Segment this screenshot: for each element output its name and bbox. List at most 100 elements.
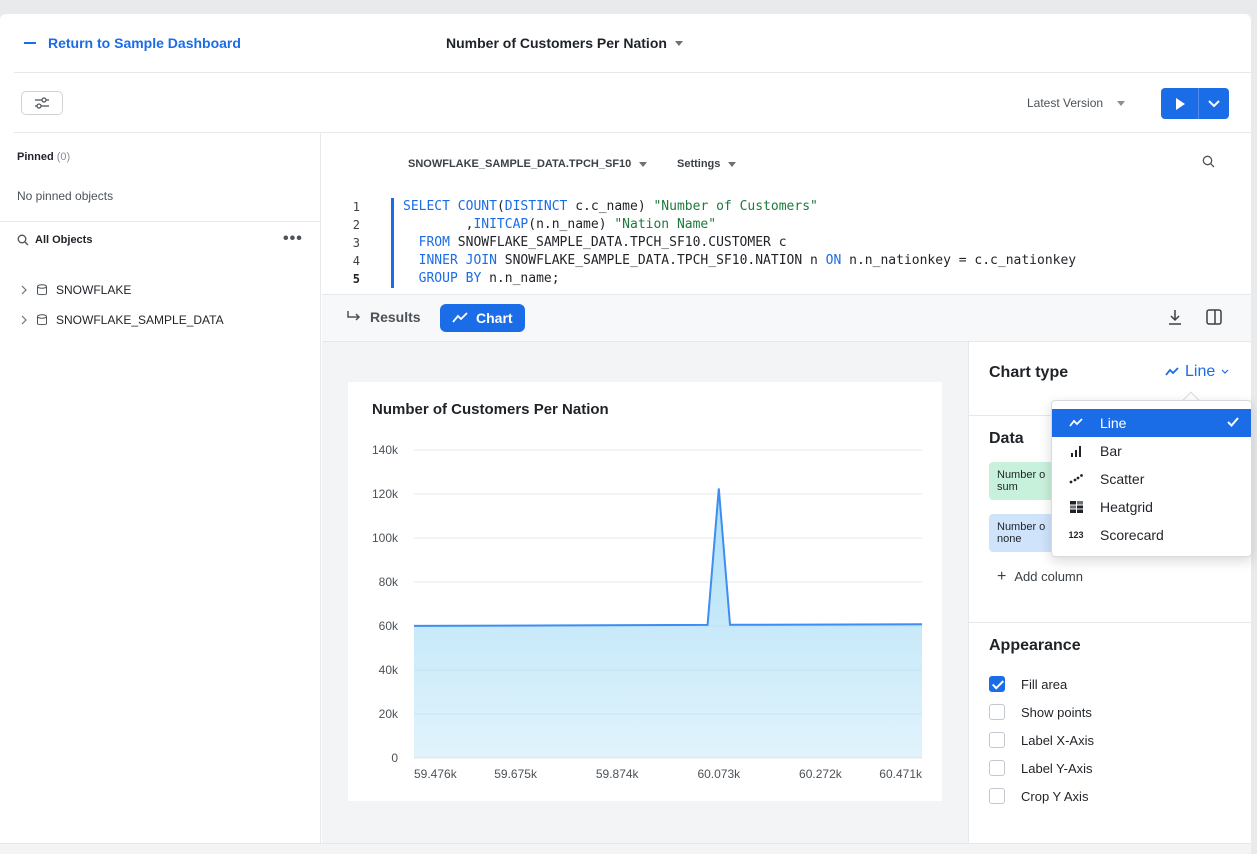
app-window: Return to Sample Dashboard Number of Cus… bbox=[0, 14, 1251, 854]
chart-type-option-heatgrid[interactable]: Heatgrid bbox=[1052, 493, 1251, 521]
split-view-icon[interactable] bbox=[1206, 309, 1222, 330]
search-icon[interactable] bbox=[1202, 155, 1215, 173]
chart-type-selector[interactable]: Line bbox=[1165, 363, 1229, 381]
more-options-icon[interactable]: ••• bbox=[283, 230, 303, 247]
x-tick-label: 60.073k bbox=[697, 767, 741, 781]
database-label: SNOWFLAKE bbox=[56, 283, 132, 297]
y-tick-label: 40k bbox=[379, 663, 399, 677]
pinned-heading: Pinned (0) bbox=[17, 151, 70, 163]
y-tick-label: 60k bbox=[379, 619, 399, 633]
pinned-count: (0) bbox=[56, 151, 71, 163]
code-line: 2 ,INITCAP(n.n_name) "Nation Name" bbox=[322, 216, 1251, 234]
all-objects-row: All Objects ••• bbox=[0, 221, 320, 257]
chart-type-option-line[interactable]: Line bbox=[1052, 409, 1251, 437]
tab-chart[interactable]: Chart bbox=[440, 304, 525, 332]
no-pinned-text: No pinned objects bbox=[17, 189, 114, 203]
return-arrow-icon bbox=[347, 311, 361, 321]
object-browser: Pinned (0) No pinned objects All Objects… bbox=[0, 133, 321, 843]
editor-context-bar: SNOWFLAKE_SAMPLE_DATA.TPCH_SF10 Settings bbox=[322, 133, 1251, 193]
worksheet-title[interactable]: Number of Customers Per Nation bbox=[446, 35, 683, 51]
sql-editor[interactable]: 1 SELECT COUNT(DISTINCT c.c_name) "Number… bbox=[322, 198, 1251, 294]
database-item-snowflake-sample-data[interactable]: SNOWFLAKE_SAMPLE_DATA bbox=[20, 313, 224, 327]
x-tick-label: 59.874k bbox=[596, 767, 640, 781]
sliders-icon bbox=[35, 97, 49, 109]
run-options-button[interactable] bbox=[1199, 88, 1229, 119]
appearance-heading: Appearance bbox=[989, 637, 1081, 654]
chevron-down-icon bbox=[639, 161, 648, 167]
data-heading: Data bbox=[989, 430, 1024, 447]
option-show-points[interactable]: Show points bbox=[989, 704, 1092, 720]
x-tick-label: 59.476k bbox=[414, 767, 458, 781]
chevron-down-icon bbox=[728, 161, 737, 167]
all-objects-label: All Objects bbox=[35, 234, 93, 246]
line-chart-icon bbox=[1069, 418, 1083, 427]
y-tick-label: 0 bbox=[391, 751, 398, 765]
option-label: Scatter bbox=[1100, 471, 1145, 487]
appearance-section: Appearance Fill area Show points Label X… bbox=[969, 623, 1251, 843]
x-tick-label: 60.471k bbox=[879, 767, 923, 781]
y-tick-label: 20k bbox=[379, 707, 399, 721]
option-label: Fill area bbox=[1021, 676, 1068, 692]
code-text: FROM SNOWFLAKE_SAMPLE_DATA.TPCH_SF10.CUS… bbox=[418, 235, 787, 250]
line-number: 2 bbox=[352, 218, 360, 232]
tab-results[interactable]: Results bbox=[346, 309, 421, 325]
chevron-right-icon bbox=[21, 315, 27, 325]
version-selector[interactable]: Latest Version bbox=[1027, 96, 1126, 110]
return-to-dashboard-link[interactable]: Return to Sample Dashboard bbox=[24, 35, 241, 51]
y-tick-label: 120k bbox=[372, 487, 399, 501]
checkbox[interactable] bbox=[989, 732, 1005, 748]
database-label: SNOWFLAKE_SAMPLE_DATA bbox=[56, 313, 224, 327]
run-button[interactable] bbox=[1161, 88, 1199, 119]
code-text: SELECT COUNT(DISTINCT c.c_name) "Number … bbox=[403, 199, 818, 214]
option-fill-area[interactable]: Fill area bbox=[989, 676, 1067, 692]
scatter-icon bbox=[1069, 474, 1083, 484]
chart-title: Number of Customers Per Nation bbox=[372, 401, 609, 418]
chevron-right-icon bbox=[21, 285, 27, 295]
chart-type-option-scatter[interactable]: Scatter bbox=[1052, 465, 1251, 493]
download-icon[interactable] bbox=[1168, 309, 1182, 330]
x-tick-label: 60.272k bbox=[799, 767, 843, 781]
chart-type-option-scorecard[interactable]: 123 Scorecard bbox=[1052, 521, 1251, 549]
option-label-y-axis[interactable]: Label Y-Axis bbox=[989, 760, 1093, 776]
chart-type-dropdown: Line Bar Scatter Heatgrid 123 Scorecard bbox=[1051, 400, 1252, 557]
add-column-button[interactable]: + Add column bbox=[997, 568, 1083, 584]
filters-button[interactable] bbox=[21, 91, 63, 115]
checkbox[interactable] bbox=[989, 788, 1005, 804]
checkbox[interactable] bbox=[989, 760, 1005, 776]
chart-type-option-bar[interactable]: Bar bbox=[1052, 437, 1251, 465]
settings-label: Settings bbox=[677, 158, 721, 170]
code-text: ,INITCAP(n.n_name) "Nation Name" bbox=[403, 217, 717, 232]
tab-chart-label: Chart bbox=[476, 310, 513, 326]
option-label: Heatgrid bbox=[1100, 499, 1153, 515]
pill-column-name: Number o bbox=[997, 469, 1046, 481]
database-item-snowflake[interactable]: SNOWFLAKE bbox=[20, 283, 131, 297]
chevron-down-icon bbox=[674, 40, 683, 46]
series-line bbox=[413, 488, 923, 627]
chevron-down-icon bbox=[1221, 369, 1229, 374]
line-number: 1 bbox=[352, 200, 360, 214]
option-label: Crop Y Axis bbox=[1021, 788, 1089, 804]
code-text: GROUP BY n.n_name; bbox=[418, 271, 560, 286]
code-line: 4 INNER JOIN SNOWFLAKE_SAMPLE_DATA.TPCH_… bbox=[322, 252, 1251, 270]
add-column-label: Add column bbox=[1014, 569, 1083, 584]
top-bar: Return to Sample Dashboard Number of Cus… bbox=[14, 14, 1251, 73]
version-label: Latest Version bbox=[1027, 96, 1104, 110]
tab-results-label: Results bbox=[370, 309, 421, 325]
context-label: SNOWFLAKE_SAMPLE_DATA.TPCH_SF10 bbox=[408, 158, 632, 170]
code-line: 1 SELECT COUNT(DISTINCT c.c_name) "Number… bbox=[322, 198, 1251, 216]
checkbox[interactable] bbox=[989, 704, 1005, 720]
settings-menu[interactable]: Settings bbox=[677, 158, 737, 170]
search-icon bbox=[17, 234, 29, 246]
all-objects-search[interactable]: All Objects bbox=[17, 234, 92, 246]
line-number: 4 bbox=[352, 254, 360, 268]
y-tick-label: 140k bbox=[372, 443, 399, 457]
option-crop-y-axis[interactable]: Crop Y Axis bbox=[989, 788, 1088, 804]
line-chart-icon bbox=[452, 312, 468, 323]
checkbox[interactable] bbox=[989, 676, 1005, 692]
chevron-down-icon bbox=[1117, 100, 1126, 106]
option-label-x-axis[interactable]: Label X-Axis bbox=[989, 732, 1094, 748]
database-icon bbox=[37, 314, 47, 326]
pinned-label: Pinned bbox=[17, 151, 54, 163]
worksheet-title-text: Number of Customers Per Nation bbox=[446, 35, 667, 51]
context-selector[interactable]: SNOWFLAKE_SAMPLE_DATA.TPCH_SF10 bbox=[408, 158, 648, 170]
